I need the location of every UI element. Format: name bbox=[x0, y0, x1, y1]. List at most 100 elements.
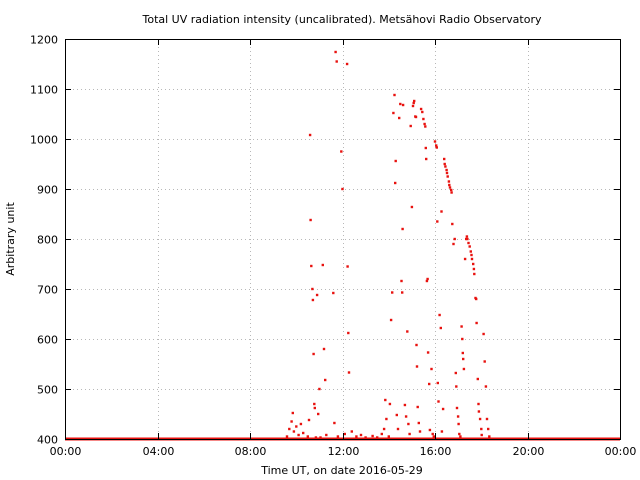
data-point bbox=[455, 406, 459, 410]
y-axis-label: Arbitrary unit bbox=[4, 202, 17, 276]
data-point bbox=[310, 264, 313, 268]
data-point bbox=[446, 175, 449, 178]
data-point bbox=[415, 365, 419, 368]
y-tick-label: 600 bbox=[37, 334, 58, 347]
data-point bbox=[467, 241, 470, 245]
data-point bbox=[421, 110, 424, 114]
data-point bbox=[311, 287, 314, 291]
data-point bbox=[447, 180, 451, 183]
x-tick-label: 20:00 bbox=[513, 445, 545, 458]
data-point bbox=[406, 330, 409, 333]
data-point bbox=[318, 387, 321, 391]
data-point bbox=[309, 218, 312, 222]
x-tick-label: 08:00 bbox=[235, 445, 267, 458]
x-tick-label: 00:00 bbox=[50, 445, 82, 458]
data-point bbox=[394, 159, 397, 163]
y-tick-label: 700 bbox=[37, 284, 58, 297]
data-point bbox=[475, 321, 478, 325]
data-point bbox=[336, 435, 340, 438]
data-point bbox=[439, 326, 442, 330]
data-point bbox=[412, 101, 415, 105]
data-point bbox=[321, 263, 324, 267]
data-point bbox=[462, 357, 465, 361]
data-point bbox=[430, 367, 433, 371]
data-point bbox=[340, 150, 343, 153]
data-point bbox=[291, 411, 294, 415]
data-point bbox=[443, 157, 446, 161]
data-point bbox=[335, 60, 338, 63]
data-point bbox=[307, 418, 311, 422]
data-point bbox=[332, 291, 335, 295]
data-point bbox=[448, 183, 451, 187]
data-point bbox=[455, 385, 458, 388]
y-tick-label: 800 bbox=[37, 234, 58, 247]
data-point bbox=[401, 227, 404, 231]
data-point bbox=[350, 430, 353, 433]
data-point bbox=[407, 422, 410, 426]
data-point bbox=[477, 402, 480, 406]
data-point bbox=[395, 413, 398, 417]
data-point bbox=[438, 313, 441, 317]
data-point bbox=[440, 210, 443, 213]
data-point bbox=[346, 265, 349, 268]
data-point bbox=[428, 428, 432, 432]
data-point bbox=[387, 435, 390, 438]
data-point bbox=[401, 103, 405, 107]
data-point bbox=[475, 297, 478, 301]
data-point bbox=[410, 205, 414, 209]
data-point bbox=[290, 420, 293, 423]
data-point bbox=[408, 432, 411, 436]
data-point bbox=[484, 385, 488, 388]
data-point bbox=[371, 434, 374, 438]
data-point bbox=[477, 410, 481, 413]
data-point bbox=[415, 343, 418, 347]
data-point bbox=[428, 382, 431, 386]
data-point bbox=[384, 398, 387, 402]
data-point bbox=[325, 433, 328, 437]
x-axis-label: Time UT, on date 2016-05-29 bbox=[260, 464, 423, 477]
data-point bbox=[480, 433, 483, 437]
data-point bbox=[437, 400, 440, 403]
data-point bbox=[299, 422, 303, 426]
data-point bbox=[411, 104, 415, 108]
x-tick-label: 12:00 bbox=[328, 445, 360, 458]
y-tick-label: 1100 bbox=[30, 84, 58, 97]
data-point bbox=[398, 116, 401, 120]
data-point bbox=[452, 242, 455, 246]
data-point bbox=[285, 435, 289, 438]
data-point bbox=[311, 298, 315, 302]
data-point bbox=[308, 133, 312, 137]
data-point bbox=[399, 102, 402, 106]
y-tick-label: 1200 bbox=[30, 34, 58, 47]
data-point bbox=[463, 257, 467, 261]
data-point bbox=[417, 421, 420, 425]
data-point bbox=[459, 435, 462, 438]
data-point bbox=[435, 146, 438, 149]
data-point bbox=[380, 432, 383, 436]
data-point bbox=[480, 427, 483, 431]
data-point bbox=[465, 235, 469, 238]
data-point bbox=[419, 107, 423, 111]
data-point bbox=[355, 435, 358, 438]
data-point bbox=[482, 332, 485, 336]
x-tick-label: 16:00 bbox=[420, 445, 452, 458]
data-point bbox=[461, 351, 464, 355]
data-point bbox=[453, 237, 456, 241]
data-point bbox=[292, 430, 296, 433]
data-point bbox=[392, 111, 395, 115]
data-point bbox=[470, 253, 473, 257]
data-point bbox=[393, 93, 396, 97]
data-point bbox=[414, 115, 418, 119]
data-point bbox=[333, 421, 336, 425]
data-point bbox=[324, 378, 327, 382]
data-point bbox=[364, 436, 367, 439]
data-point bbox=[457, 422, 460, 426]
data-point bbox=[444, 165, 447, 168]
data-point bbox=[426, 277, 429, 281]
data-point bbox=[401, 291, 404, 294]
x-tick-label: 04:00 bbox=[143, 445, 175, 458]
data-point bbox=[445, 171, 449, 175]
data-point bbox=[448, 186, 452, 189]
data-point bbox=[433, 140, 437, 143]
